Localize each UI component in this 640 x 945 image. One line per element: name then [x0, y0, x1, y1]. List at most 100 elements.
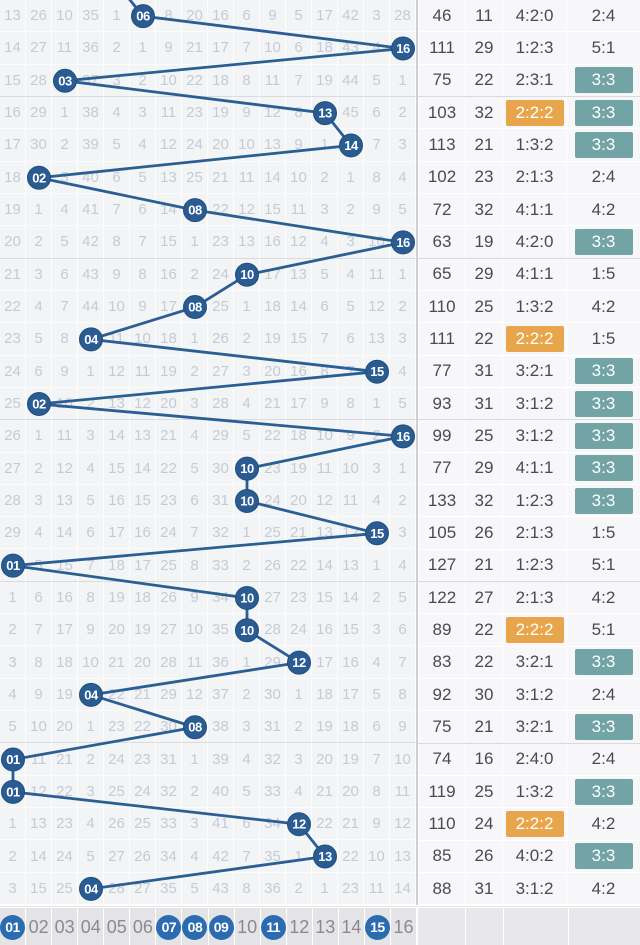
miss-cell: 25	[156, 549, 182, 582]
miss-cell: 35	[260, 840, 286, 873]
miss-cell: 25	[260, 517, 286, 550]
miss-cell: 14	[312, 549, 338, 582]
miss-cell: 42	[338, 0, 364, 33]
miss-cell: 30	[156, 711, 182, 744]
miss-cell: 9	[312, 387, 338, 421]
miss-cell: 15	[338, 614, 364, 647]
miss-cell	[182, 290, 208, 324]
span-cell: 25	[465, 290, 502, 323]
miss-cell: 21	[104, 646, 130, 679]
miss-cell: 8	[156, 0, 182, 33]
odd-even-cell: 3:3	[566, 840, 640, 872]
miss-cell: 9	[234, 96, 260, 130]
zone-ratio-cell: 3:1:2	[502, 678, 566, 711]
legend-number-05[interactable]: 05	[104, 908, 130, 945]
miss-cell: 18	[208, 64, 234, 97]
miss-cell: 4	[182, 420, 208, 453]
legend-number-03[interactable]: 03	[52, 908, 78, 945]
miss-cell: 17	[286, 387, 312, 421]
legend-number-07[interactable]: 07	[156, 908, 182, 945]
miss-cell: 17	[156, 290, 182, 324]
legend-number-16[interactable]: 16	[390, 908, 416, 945]
legend-number-14[interactable]: 14	[338, 908, 364, 945]
stat-row: 103 32 2:2:2 3:3	[418, 96, 640, 130]
legend-number-12[interactable]: 12	[286, 908, 312, 945]
miss-cell: 17	[104, 517, 130, 550]
stat-row: 75 21 3:2:1 3:3	[418, 711, 640, 744]
miss-cell: 20	[104, 614, 130, 647]
miss-cell: 16	[260, 226, 286, 259]
miss-cell: 11	[312, 452, 338, 485]
legend-number-02[interactable]: 02	[26, 908, 52, 945]
miss-cell: 35	[208, 614, 234, 647]
legend-empty-cell	[504, 908, 568, 945]
miss-cell: 6	[182, 484, 208, 518]
legend-number-11[interactable]: 11	[260, 908, 286, 945]
miss-cell: 10	[364, 840, 390, 873]
miss-cell: 9	[364, 808, 390, 841]
legend-number-09[interactable]: 09	[208, 908, 234, 945]
miss-cell: 5	[104, 129, 130, 162]
miss-cell: 8	[312, 355, 338, 388]
miss-cell: 14	[338, 581, 364, 615]
odd-even-cell: 4:2	[566, 290, 640, 323]
sum-cell: 85	[418, 840, 465, 872]
zone-ratio-cell: 4:1:1	[502, 452, 566, 484]
legend-number-04[interactable]: 04	[78, 908, 104, 945]
miss-cell: 2	[182, 355, 208, 388]
sum-cell: 92	[418, 678, 465, 711]
miss-cell: 14	[104, 420, 130, 453]
miss-cell: 8	[390, 678, 416, 712]
miss-cell: 16	[156, 258, 182, 291]
miss-cell: 1	[130, 32, 156, 65]
miss-cell: 26	[0, 420, 26, 453]
miss-cell: 5	[338, 290, 364, 324]
miss-cell: 17	[260, 258, 286, 291]
miss-cell: 24	[156, 517, 182, 550]
legend-number-01[interactable]: 01	[0, 908, 26, 945]
legend-number-10[interactable]: 10	[234, 908, 260, 945]
sum-cell: 75	[418, 64, 465, 96]
span-cell: 19	[465, 226, 502, 258]
miss-cell: 11	[338, 484, 364, 518]
span-cell: 25	[465, 775, 502, 808]
zone-ratio-cell: 3:2:1	[502, 355, 566, 387]
legend-number-08[interactable]: 08	[182, 908, 208, 945]
miss-cell: 2	[286, 872, 312, 905]
miss-cell: 7	[52, 290, 78, 324]
legend-number-06[interactable]: 06	[130, 908, 156, 945]
miss-cell: 17	[312, 646, 338, 679]
stat-row: 88 31 3:1:2 4:2	[418, 872, 640, 906]
miss-cell: 26	[130, 840, 156, 873]
miss-cell: 37	[208, 678, 234, 712]
sum-cell: 63	[418, 226, 465, 258]
stat-row: 92 30 3:1:2 2:4	[418, 678, 640, 712]
zone-ratio-cell: 3:2:1	[502, 646, 566, 678]
miss-cell: 4	[0, 678, 26, 712]
miss-cell: 26	[156, 581, 182, 615]
stat-row: 77 31 3:2:1 3:3	[418, 355, 640, 388]
legend-number-13[interactable]: 13	[312, 908, 338, 945]
miss-cell: 5	[26, 549, 52, 582]
zone-ratio-cell: 2:2:2	[502, 323, 566, 355]
span-cell: 29	[465, 452, 502, 484]
miss-cell: 6	[78, 517, 104, 550]
legend-number-15[interactable]: 15	[364, 908, 390, 945]
miss-cell: 16	[312, 614, 338, 647]
miss-cell: 15	[52, 549, 78, 582]
miss-cell: 5	[0, 711, 26, 744]
zone-ratio-cell: 1:3:2	[502, 129, 566, 161]
miss-cell: 1	[182, 743, 208, 776]
miss-cell: 8	[286, 96, 312, 130]
miss-cell: 7	[312, 323, 338, 356]
miss-cell: 5	[52, 226, 78, 259]
odd-even-highlight: 3:3	[574, 649, 633, 676]
miss-cell: 8	[182, 549, 208, 582]
miss-cell: 30	[26, 129, 52, 162]
miss-cell: 21	[338, 808, 364, 841]
miss-cell: 11	[364, 258, 390, 291]
miss-cell: 33	[260, 775, 286, 809]
miss-cell: 2	[78, 387, 104, 421]
miss-cell: 23	[0, 323, 26, 356]
zone-ratio-cell: 3:1:2	[502, 420, 566, 452]
